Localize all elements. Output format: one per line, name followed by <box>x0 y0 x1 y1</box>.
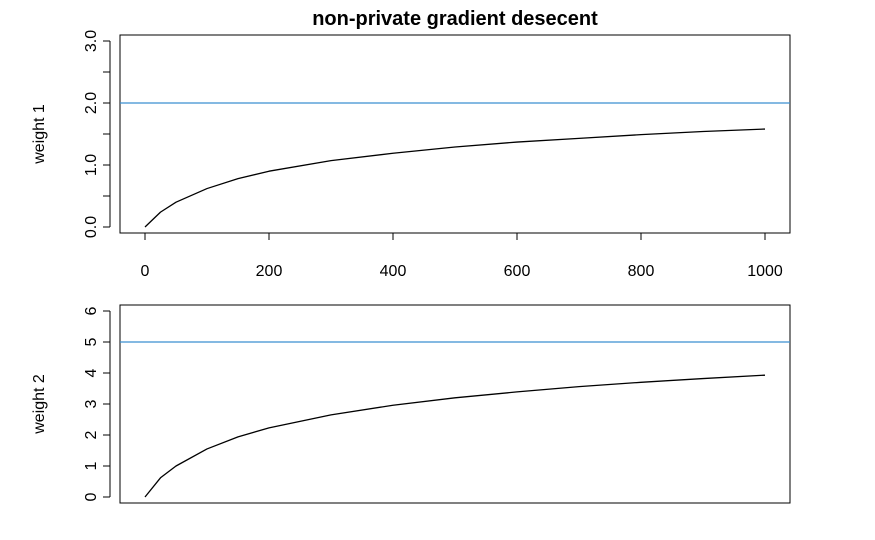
x-tick-label: 400 <box>380 263 407 280</box>
x-tick-label: 200 <box>256 263 283 280</box>
series-line <box>144 128 766 228</box>
y-tick-label: 2 <box>83 430 100 439</box>
panel-weight-1: 0.0 1.0 2.0 3.0 0 200 400 600 800 1000 <box>83 30 791 280</box>
x-tick-label: 800 <box>628 263 655 280</box>
y-tick-label: 1 <box>83 461 100 470</box>
y-tick-label: 3 <box>83 399 100 408</box>
x-tick-label: 600 <box>504 263 531 280</box>
y-tick-label: 0.0 <box>83 216 100 238</box>
plot-frame <box>119 304 791 504</box>
x-tick-label: 1000 <box>747 263 783 280</box>
x-tick-label: 0 <box>141 263 150 280</box>
chart-title: non-private gradient desecent <box>312 8 598 30</box>
y-axis-label-weight-1: weight 1 <box>31 104 48 165</box>
y-tick-label: 3.0 <box>83 30 100 52</box>
y-tick-label: 1.0 <box>83 154 100 176</box>
y-tick-label: 4 <box>83 368 100 377</box>
y-tick-label: 0 <box>83 492 100 501</box>
y-axis-label-weight-2: weight 2 <box>31 374 48 435</box>
y-tick-label: 6 <box>83 306 100 315</box>
series-line <box>144 374 766 498</box>
y-tick-label: 2.0 <box>83 92 100 114</box>
plot-frame <box>119 34 791 234</box>
y-tick-label: 5 <box>83 337 100 346</box>
panel-weight-2: 0 1 2 3 4 5 6 <box>83 304 791 504</box>
